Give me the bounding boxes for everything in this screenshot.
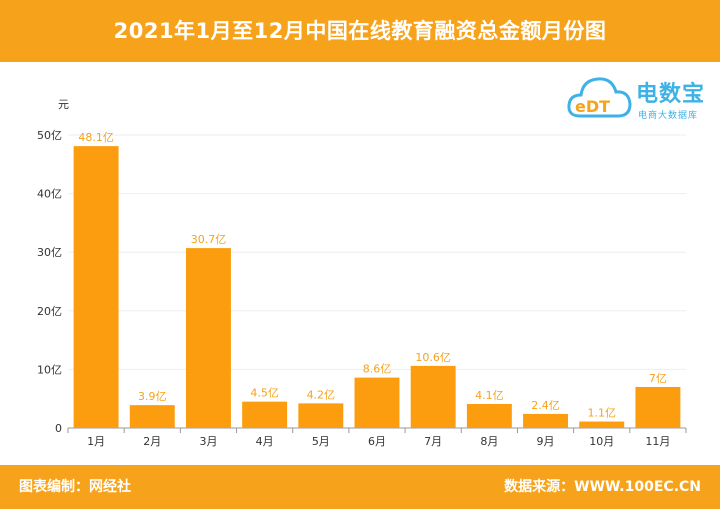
x-tick-label: 11月 bbox=[645, 435, 670, 448]
x-tick-label: 3月 bbox=[199, 435, 217, 448]
y-tick-label: 50亿 bbox=[37, 129, 62, 142]
bar bbox=[635, 386, 681, 428]
bar-chart: 元 0 10亿 20亿 30亿 40亿 50亿 48.1亿 1月 3.9亿 2月 30.7亿 3月 4.5… bbox=[37, 98, 687, 448]
bar bbox=[466, 403, 512, 428]
data-label: 1.1亿 bbox=[587, 407, 616, 420]
data-label: 3.9亿 bbox=[138, 390, 167, 403]
edt-logo: eDT 电数宝 电商大数据库 bbox=[566, 68, 716, 130]
data-label: 7亿 bbox=[649, 372, 667, 385]
data-label: 10.6亿 bbox=[415, 351, 451, 364]
logo-subtitle: 电商大数据库 bbox=[638, 111, 699, 121]
x-tick-label: 10月 bbox=[589, 435, 614, 448]
x-tick-label: 4月 bbox=[256, 435, 274, 448]
y-tick-label: 30亿 bbox=[37, 246, 62, 259]
y-axis-label: 元 bbox=[58, 98, 69, 111]
y-tick-label: 10亿 bbox=[37, 363, 62, 376]
x-tick-label: 1月 bbox=[87, 435, 105, 448]
bar bbox=[523, 413, 569, 428]
footer-credit: 图表编制：网经社 bbox=[19, 479, 131, 495]
data-label: 4.1亿 bbox=[475, 389, 504, 402]
y-tick-label: 20亿 bbox=[37, 305, 62, 318]
x-tick-label: 6月 bbox=[368, 435, 386, 448]
footer-banner: 图表编制：网经社 数据来源：WWW.100EC.CN bbox=[0, 465, 720, 509]
data-label: 48.1亿 bbox=[78, 131, 114, 144]
x-tick-label: 9月 bbox=[537, 435, 555, 448]
bar bbox=[185, 248, 231, 428]
bar bbox=[579, 421, 625, 428]
x-tick-label: 2月 bbox=[143, 435, 161, 448]
bar bbox=[410, 365, 456, 428]
y-tick-label: 0 bbox=[55, 422, 62, 435]
chart-title: 2021年1月至12月中国在线教育融资总金额月份图 bbox=[113, 19, 607, 43]
data-label: 4.5亿 bbox=[250, 387, 279, 400]
data-label: 8.6亿 bbox=[363, 363, 392, 376]
data-label: 2.4亿 bbox=[531, 399, 560, 412]
bar bbox=[73, 146, 119, 428]
data-label: 4.2亿 bbox=[307, 388, 336, 401]
bar bbox=[354, 377, 400, 428]
footer-source: 数据来源：WWW.100EC.CN bbox=[504, 479, 701, 495]
cloud-icon: eDT bbox=[567, 77, 632, 118]
logo-name: 电数宝 bbox=[636, 82, 706, 107]
bar bbox=[298, 403, 344, 428]
bar bbox=[129, 405, 175, 428]
x-tick-label: 8月 bbox=[480, 435, 498, 448]
x-tick-label: 5月 bbox=[312, 435, 330, 448]
logo-mark: eDT bbox=[575, 97, 610, 116]
bar bbox=[242, 401, 288, 428]
title-banner: 2021年1月至12月中国在线教育融资总金额月份图 bbox=[0, 0, 720, 62]
x-tick-label: 7月 bbox=[424, 435, 442, 448]
data-label: 30.7亿 bbox=[191, 233, 227, 246]
y-tick-label: 40亿 bbox=[37, 188, 62, 201]
